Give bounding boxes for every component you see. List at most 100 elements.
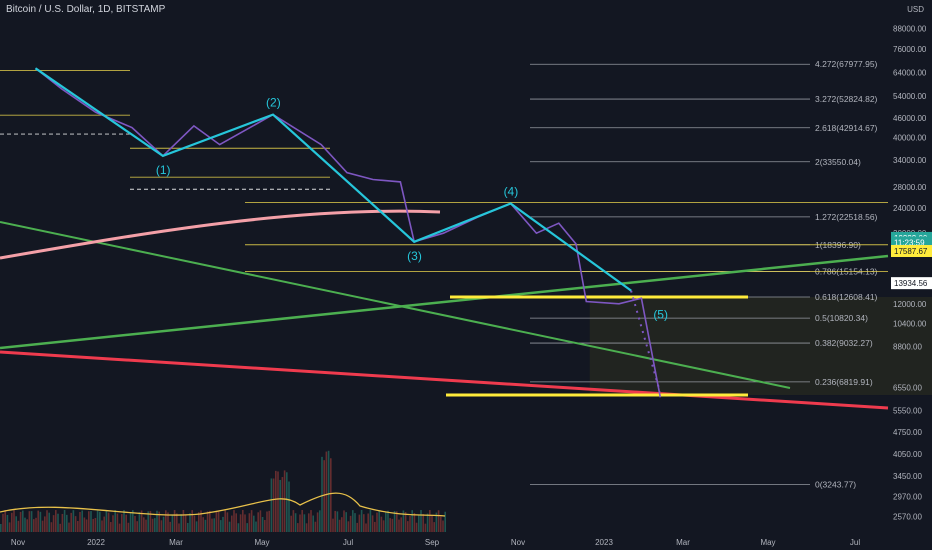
volume-bar [305, 523, 308, 532]
volume-bar [374, 521, 376, 532]
volume-bar [283, 470, 286, 532]
volume-bar [239, 514, 242, 532]
volume-bar [70, 512, 72, 532]
volume-bar [424, 523, 427, 532]
moving-average-line [0, 209, 441, 260]
fib-level-label: 0.382(9032.27) [815, 338, 873, 348]
volume-bar [244, 514, 246, 532]
volume-bar [299, 514, 301, 532]
price-tag [891, 277, 932, 290]
volume-bar [61, 513, 64, 532]
volume-bar [233, 510, 235, 532]
volume-bar [114, 510, 116, 532]
y-axis-tick-label: 46000.00 [893, 114, 927, 123]
x-axis-tick-label: Jul [850, 538, 860, 547]
volume-bar [303, 514, 306, 532]
volume-bar [125, 514, 127, 532]
volume-bar [440, 516, 442, 532]
price-axis [888, 0, 932, 550]
y-axis-tick-label: 2570.00 [893, 513, 922, 522]
volume-bar [162, 516, 165, 532]
volume-bar [184, 514, 187, 532]
volume-bar [0, 524, 2, 532]
volume-bar [290, 515, 292, 532]
volume-bar [180, 514, 182, 532]
y-axis-tick-label: 40000.00 [893, 133, 927, 142]
volume-bar [316, 512, 319, 532]
volume-bar [37, 510, 39, 532]
fib-level-label: 2(33550.04) [815, 157, 861, 167]
volume-bar [312, 515, 314, 532]
wave-label: (3) [407, 249, 422, 263]
volume-bar [277, 471, 279, 532]
volume-bar [360, 510, 363, 532]
volume-bar [191, 510, 193, 532]
volume-bar [382, 520, 385, 532]
volume-bar [178, 523, 180, 532]
volume-bar [275, 470, 277, 532]
volume-bar [327, 450, 330, 532]
volume-bar [235, 513, 237, 532]
volume-bar [242, 510, 244, 532]
y-axis-tick-label: 3450.00 [893, 472, 922, 481]
volume-bar [158, 511, 160, 532]
volume-bar [281, 477, 284, 532]
volume-bar [167, 512, 169, 532]
volume-bar [105, 510, 108, 532]
volume-bar [143, 517, 145, 532]
volume-bar [345, 512, 347, 532]
y-axis-tick-label: 64000.00 [893, 69, 927, 78]
volume-bar [272, 478, 275, 532]
volume-bar [8, 522, 11, 532]
wave-label: (1) [156, 163, 171, 177]
volume-bar [134, 515, 136, 532]
volume-bar [286, 472, 288, 532]
volume-bar [66, 514, 68, 532]
wave-label: (5) [653, 307, 668, 321]
volume-bar [116, 513, 119, 532]
volume-bar [396, 511, 398, 532]
volume-bar [310, 510, 312, 532]
volume-bar [145, 519, 147, 532]
price-tag [891, 244, 932, 257]
volume-bar [187, 522, 189, 532]
x-axis-tick-label: Mar [676, 538, 690, 547]
volume-bar [385, 511, 387, 532]
volume-bar [55, 510, 57, 532]
volume-bar [349, 515, 352, 532]
volume-bar [121, 514, 123, 532]
fib-level-label: 4.272(67977.95) [815, 59, 878, 69]
x-axis-tick-label: May [760, 538, 775, 547]
volume-bar [209, 510, 211, 532]
x-axis-tick-label: 2022 [87, 538, 105, 547]
volume-bar [279, 479, 281, 532]
y-axis-tick-label: 88000.00 [893, 25, 927, 34]
volume-bar [198, 512, 200, 532]
elliott-wave-line [34, 67, 632, 292]
fib-level-label: 1.272(22518.56) [815, 212, 878, 222]
volume-bar [376, 512, 378, 532]
volume-bar [297, 523, 299, 532]
volume-bar [94, 517, 97, 532]
volume-bar [294, 513, 297, 532]
fib-level-label: 2.618(42914.67) [815, 123, 878, 133]
volume-bar [343, 510, 345, 532]
volume-bar [156, 510, 158, 532]
volume-bar [165, 510, 167, 532]
fib-level-label: 3.272(52824.82) [815, 94, 878, 104]
volume-bar [341, 517, 343, 532]
volume-bar [68, 522, 70, 532]
price-line [35, 67, 662, 398]
volume-bar [215, 510, 218, 532]
volume-bar [292, 510, 295, 532]
volume-bar [444, 511, 446, 532]
volume-bar [6, 514, 9, 532]
volume-bar [52, 515, 55, 532]
volume-bar [72, 510, 75, 532]
y-axis-tick-label: 10400.00 [893, 320, 927, 329]
volume-bar [220, 520, 222, 532]
volume-bar [50, 522, 53, 532]
volume-bar [380, 516, 383, 532]
volume-bar [402, 510, 405, 532]
